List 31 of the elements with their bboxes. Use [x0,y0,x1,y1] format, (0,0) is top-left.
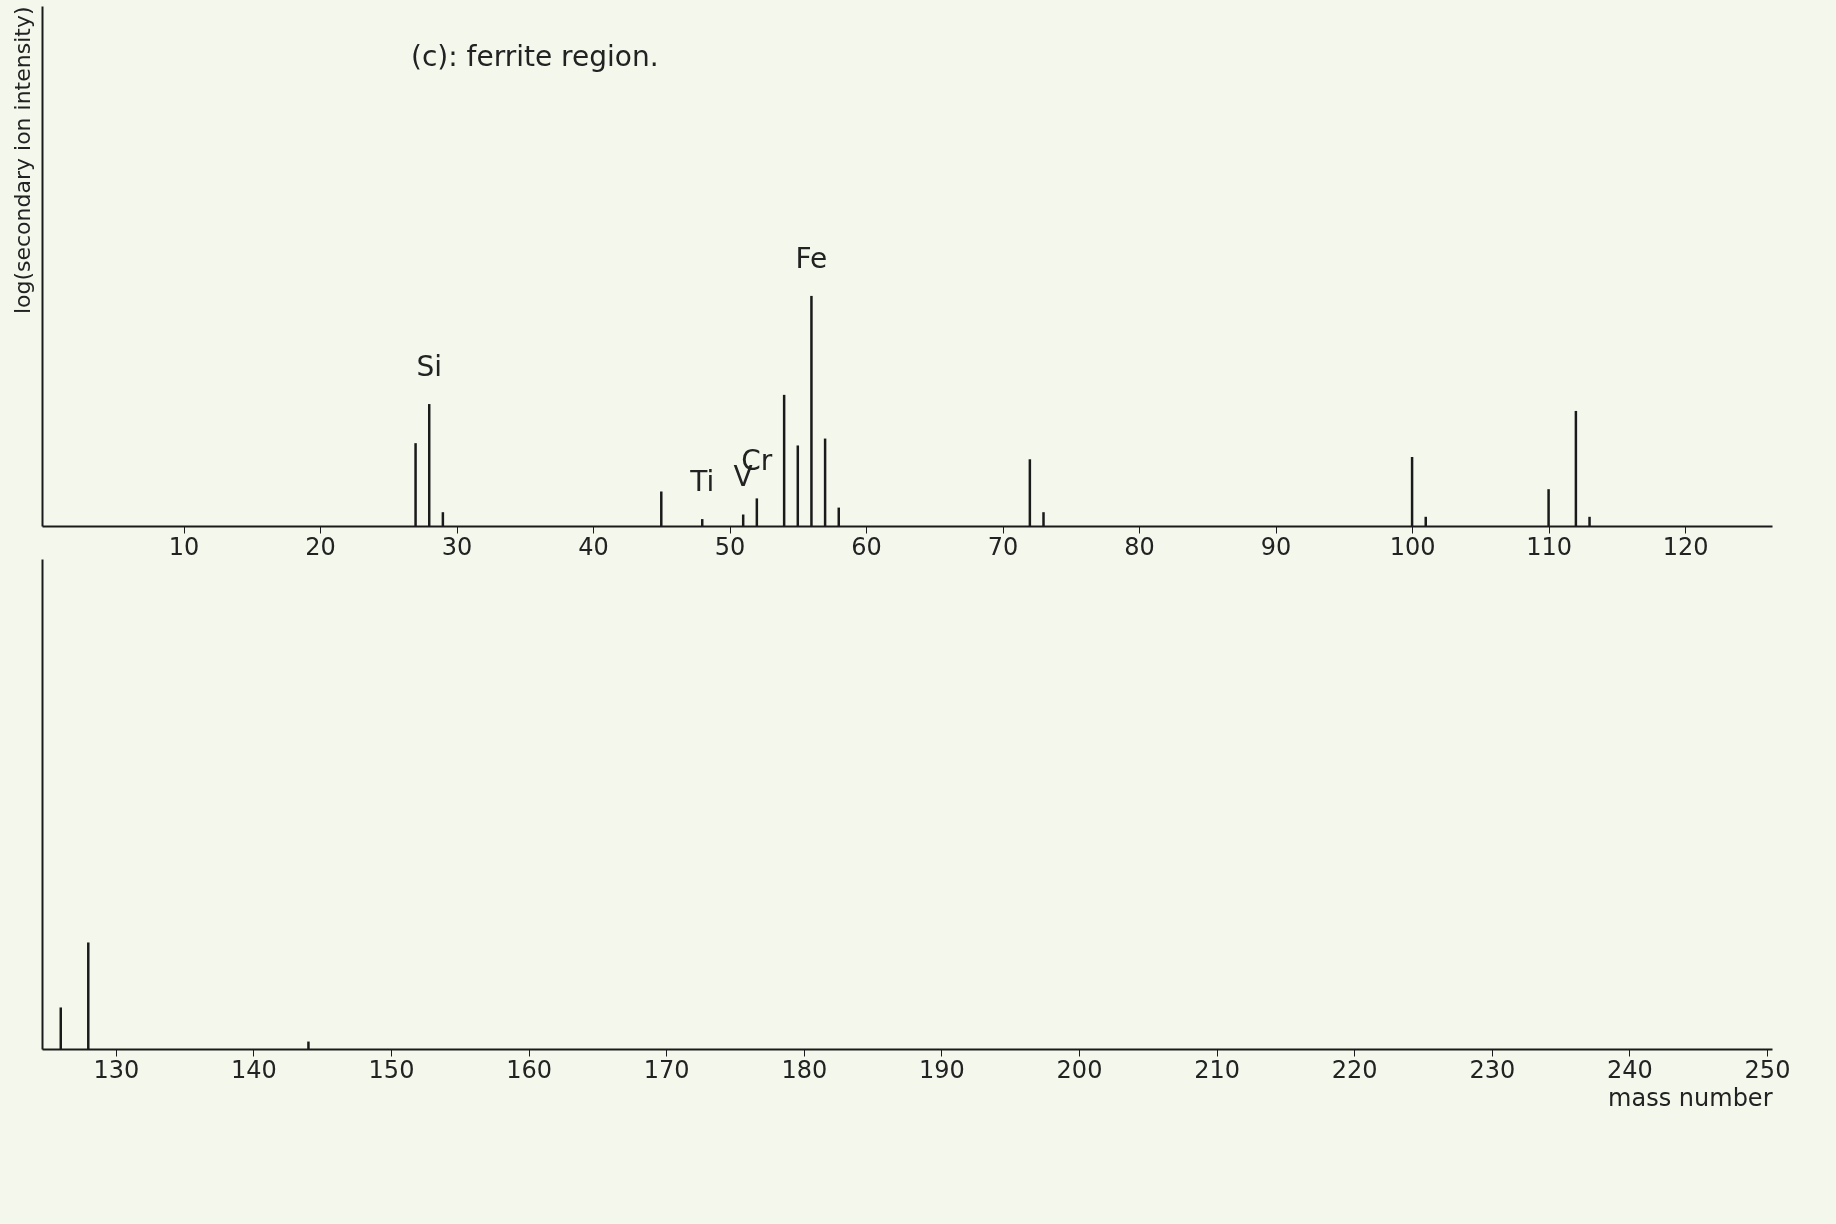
x-tick-label: 230 [1469,1055,1516,1084]
annotation: Fe [795,241,828,275]
x-tick-label: 40 [578,532,609,561]
y-axis-title: log(secondary ion intensity) [9,6,35,315]
x-tick-label: 240 [1606,1055,1653,1084]
x-tick-label: 150 [368,1055,415,1084]
x-tick-label: 60 [851,532,882,561]
x-tick-label: 20 [305,532,336,561]
x-tick-label: 50 [714,532,746,561]
annotation: Si [416,350,442,384]
x-tick-label: 210 [1194,1055,1241,1084]
x-tick-label: 190 [918,1055,965,1084]
x-tick-label: 120 [1662,532,1709,561]
x-tick-label: 170 [643,1055,690,1084]
x-tick-label: 200 [1056,1055,1103,1084]
x-tick-label: 100 [1389,532,1436,561]
x-tick-label: 80 [1124,532,1155,561]
x-tick-label: 70 [987,532,1019,561]
x-tick-label: 130 [93,1055,140,1084]
annotation: Ti [689,465,715,499]
x-axis-title: mass number [1608,1083,1773,1112]
x-tick-label: 110 [1526,532,1572,561]
x-tick-label: 180 [781,1055,828,1084]
chart-title: (c): ferrite region. [411,40,659,73]
x-tick-label: 10 [168,532,200,561]
x-tick-label: 160 [506,1055,553,1084]
x-tick-label: 90 [1260,532,1292,561]
x-tick-label: 220 [1331,1055,1378,1084]
x-tick-label: 30 [441,532,473,561]
x-tick-label: 140 [230,1055,277,1084]
x-tick-label: 250 [1744,1055,1791,1084]
